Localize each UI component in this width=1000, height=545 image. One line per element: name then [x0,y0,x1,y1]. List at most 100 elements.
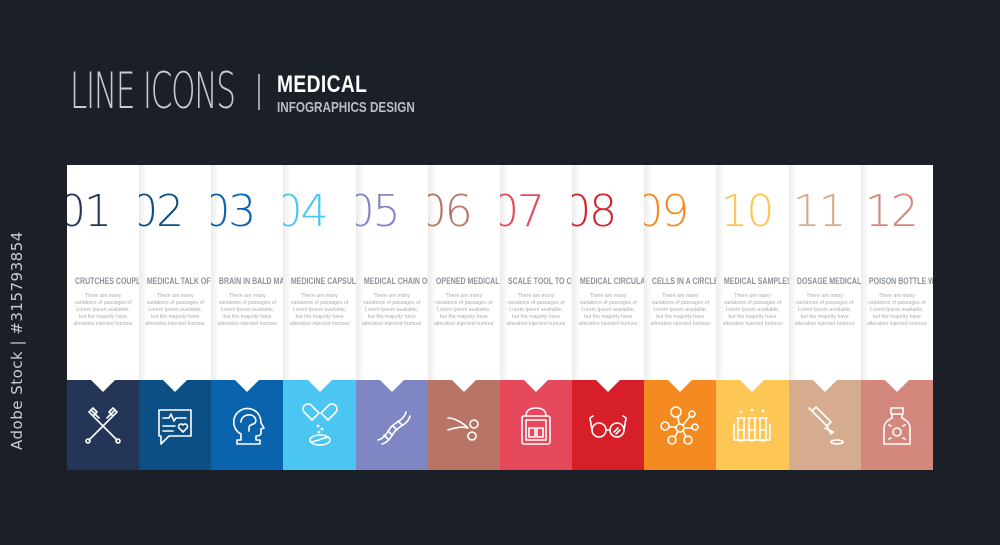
item-label: SCALE TOOL TO CONTROL [507,276,572,286]
item-description: There are many variations of passages of… [722,293,783,327]
column-item-02: 02 MEDICAL TALK OF There are many variatio… [139,165,212,470]
item-icon-band [211,380,284,470]
item-number: 10 [720,186,774,237]
item-card: 12 POISON BOTTLE WITH There are many varia… [860,165,933,380]
notch-pointer [596,380,621,392]
notch-pointer [379,380,404,392]
item-description: There are many variations of passages of… [289,293,350,327]
item-description: There are many variations of passages of… [145,293,206,327]
item-number: 04 [283,186,328,237]
column-item-12: 12 POISON BOTTLE WITH There are many varia… [860,165,933,470]
test-tubes-icon [728,402,776,450]
watermark: Adobe Stock | #315793854 [8,231,26,450]
poison-bottle-icon [873,402,921,450]
item-card: 04 MEDICINE CAPSULES There are many variat… [283,165,356,380]
item-card: 05 MEDICAL CHAIN OF There are many variati… [355,165,428,380]
column-item-11: 11 DOSAGE MEDICAL TOOL There are many vari… [788,165,861,470]
item-label: POISON BOTTLE WITH [868,276,933,286]
item-label: BRAIN IN BALD MALE [219,276,283,286]
brain-head-icon [223,402,271,450]
item-description: There are many variations of passages of… [217,293,278,327]
item-icon-band [355,380,428,470]
glasses-icon [584,402,632,450]
item-card: 02 MEDICAL TALK OF There are many variatio… [139,165,212,380]
item-label: DOSAGE MEDICAL TOOL [796,276,861,286]
item-description: There are many variations of passages of… [434,293,494,327]
notch-pointer [451,380,476,392]
item-card: 11 DOSAGE MEDICAL TOOL There are many vari… [788,165,861,380]
scissors-icon [440,402,488,450]
item-card: 08 MEDICAL CIRCULAR There are many variati… [572,165,645,380]
cells-icon [656,402,704,450]
item-icon-band [716,380,789,470]
item-description: There are many variations of passages of… [361,293,422,327]
item-description: There are many variations of passages of… [578,293,639,327]
capsules-icon [296,402,344,450]
notch-pointer [307,380,332,392]
item-card: 07 SCALE TOOL TO CONTROL There are many va… [499,165,573,380]
medical-chat-icon [151,402,199,450]
item-number: 11 [792,186,847,237]
item-number: 09 [644,186,689,237]
item-icon-band [644,380,717,470]
scale-icon [512,402,560,450]
item-number: 06 [427,186,473,237]
item-description: There are many variations of passages of… [794,293,855,327]
column-item-10: 10 MEDICAL SAMPLES There are many variatio… [716,165,789,470]
item-label: MEDICAL SAMPLES [724,276,789,286]
notch-pointer [235,380,260,392]
page-tagline: INFOGRAPHICS DESIGN [277,99,415,116]
page-subtitle: MEDICAL [277,71,368,98]
item-icon-band [499,380,573,470]
column-item-09: 09 CELLS IN A CIRCLE There are many variat… [644,165,717,470]
column-item-07: 07 SCALE TOOL TO CONTROL There are many va… [499,165,573,470]
item-icon-band [139,380,212,470]
item-icon-band [67,380,140,470]
item-number: 07 [499,186,545,237]
column-item-05: 05 MEDICAL CHAIN OF There are many variati… [355,165,428,470]
item-card: 01 CRUTCHES COUPLE There are many variatio… [67,165,140,380]
item-label: CELLS IN A CIRCLE [652,276,717,286]
item-card: 10 MEDICAL SAMPLES There are many variatio… [716,165,789,380]
column-item-03: 03 BRAIN IN BALD MALE There are many varia… [211,165,284,470]
item-icon-band [860,380,933,470]
title-divider [258,74,260,110]
item-label: MEDICAL CIRCULAR [580,276,645,286]
item-number: 01 [67,186,112,237]
notch-pointer [668,380,693,392]
dna-icon [368,402,416,450]
notch-pointer [91,380,116,392]
notch-pointer [812,380,837,392]
item-description: There are many variations of passages of… [506,293,566,327]
item-icon-band [788,380,861,470]
column-item-08: 08 MEDICAL CIRCULAR There are many variati… [572,165,645,470]
item-number: 08 [572,186,617,237]
item-label: OPENED MEDICAL SCISSORS [435,276,500,286]
item-icon-band [427,380,500,470]
crutches-icon [79,402,127,450]
item-label: MEDICAL CHAIN OF [363,276,428,286]
notch-pointer [884,380,909,392]
column-item-01: 01 CRUTCHES COUPLE There are many variatio… [67,165,140,470]
item-card: 06 OPENED MEDICAL SCISSORS There are many … [427,165,500,380]
dropper-icon [801,402,849,450]
item-description: There are many variations of passages of… [650,293,711,327]
item-card: 09 CELLS IN A CIRCLE There are many variat… [644,165,717,380]
item-icon-band [572,380,645,470]
notch-pointer [163,380,188,392]
item-number: 12 [864,186,919,237]
item-description: There are many variations of passages of… [866,293,927,327]
item-description: There are many variations of passages of… [73,293,133,327]
item-number: 05 [355,186,401,237]
item-number: 02 [139,186,184,237]
column-item-04: 04 MEDICINE CAPSULES There are many variat… [283,165,356,470]
item-label: CRUTCHES COUPLE [74,276,140,286]
column-item-06: 06 OPENED MEDICAL SCISSORS There are many … [427,165,500,470]
item-number: 03 [211,186,256,237]
page-title: LINE ICONS [70,62,236,120]
notch-pointer [524,380,549,392]
item-icon-band [283,380,356,470]
infographic-columns: 01 CRUTCHES COUPLE There are many variatio… [67,165,933,470]
item-label: MEDICINE CAPSULES [291,276,356,286]
notch-pointer [740,380,765,392]
